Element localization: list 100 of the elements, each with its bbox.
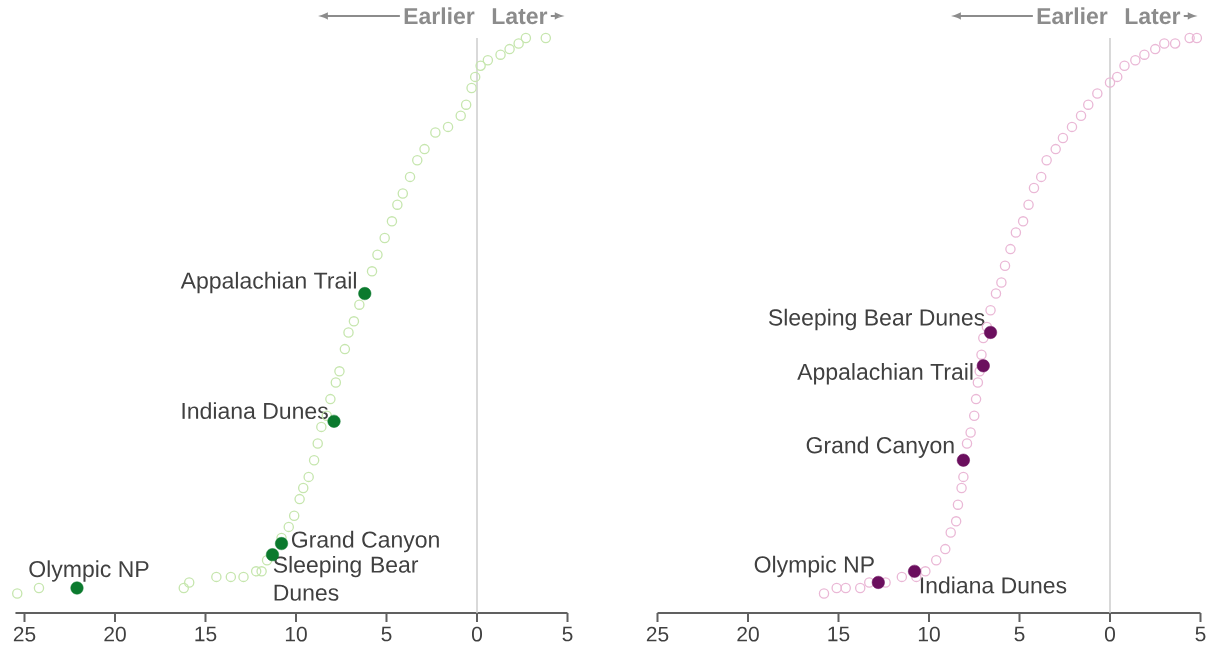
point — [366, 266, 378, 277]
point — [316, 421, 327, 433]
point — [513, 38, 524, 49]
point — [978, 332, 989, 344]
x-tick-label: 0 — [471, 626, 483, 642]
point — [275, 537, 288, 551]
point — [940, 543, 951, 555]
annotation: Grand Canyon — [291, 530, 439, 553]
point — [968, 410, 980, 422]
annotation: Grand Canyon — [806, 436, 954, 458]
point — [1023, 199, 1034, 210]
point — [504, 43, 515, 55]
text: Earlier — [1037, 7, 1108, 25]
point — [261, 554, 273, 566]
text: Later — [492, 8, 548, 25]
point — [1005, 243, 1016, 255]
point — [294, 493, 305, 505]
point — [1092, 88, 1103, 99]
point — [871, 575, 885, 589]
point — [945, 527, 956, 538]
point — [330, 377, 342, 388]
point — [12, 588, 23, 599]
point — [831, 582, 842, 594]
point — [1010, 227, 1022, 238]
x-tick-label: 15 — [195, 626, 217, 642]
annotation: Olympic NP — [29, 560, 149, 582]
point — [974, 366, 985, 377]
point — [965, 427, 976, 438]
point — [211, 571, 222, 583]
point — [303, 471, 314, 483]
x-tick-label: 25 — [646, 626, 669, 642]
point — [854, 582, 866, 594]
point — [1139, 49, 1150, 60]
point — [1057, 132, 1069, 144]
point — [334, 366, 345, 377]
point — [386, 216, 398, 227]
point — [1083, 99, 1094, 110]
point — [896, 571, 908, 583]
point — [70, 581, 84, 595]
annotation: Appalachian Trail — [180, 271, 356, 294]
point — [908, 564, 921, 578]
point — [33, 582, 45, 594]
annotation: Indiana Dunes — [182, 402, 328, 420]
point — [225, 571, 237, 583]
point — [999, 260, 1011, 272]
point — [419, 143, 430, 155]
point — [970, 393, 982, 405]
point — [985, 304, 996, 316]
point — [540, 32, 552, 44]
point — [256, 566, 267, 577]
annotation: Appalachian Trail — [797, 363, 973, 385]
point — [1191, 32, 1203, 44]
point — [430, 127, 441, 138]
point — [930, 554, 942, 566]
point — [412, 154, 423, 166]
point — [961, 438, 973, 449]
point — [178, 582, 190, 594]
x-tick-label: 5 — [1195, 626, 1206, 642]
point — [372, 249, 383, 260]
x-tick-label: 5 — [562, 626, 573, 642]
point — [358, 287, 372, 301]
point — [984, 325, 997, 339]
point — [1041, 154, 1052, 166]
point — [1169, 38, 1181, 49]
point — [238, 571, 249, 583]
point — [996, 277, 1007, 288]
point — [1119, 60, 1130, 72]
point — [442, 121, 454, 133]
point — [297, 482, 309, 494]
point — [1017, 216, 1029, 227]
point — [379, 232, 390, 244]
annotation: Olympic NP — [754, 555, 874, 578]
point — [958, 471, 969, 483]
point — [1159, 38, 1170, 49]
point — [1028, 182, 1040, 194]
point — [976, 349, 987, 360]
x-tick-label: 10 — [918, 626, 940, 642]
point — [392, 199, 403, 210]
point — [475, 60, 486, 72]
text: Later — [1125, 8, 1181, 25]
text: Earlier — [404, 7, 475, 25]
point — [339, 343, 351, 355]
point — [495, 49, 506, 60]
annotation: Sleeping Bear Dunes — [768, 308, 985, 331]
point — [325, 393, 336, 405]
point — [952, 499, 964, 510]
x-tick-label: 0 — [1104, 626, 1116, 642]
point — [250, 566, 262, 577]
point — [972, 377, 984, 388]
point — [976, 359, 990, 373]
x-tick-label: 5 — [381, 626, 392, 642]
point — [354, 299, 365, 310]
point — [183, 577, 195, 588]
x-tick-label: 15 — [828, 626, 850, 642]
point — [1184, 32, 1195, 44]
point — [466, 82, 477, 94]
point — [288, 510, 300, 522]
point — [818, 588, 830, 599]
point — [482, 54, 494, 66]
point — [1075, 110, 1087, 122]
